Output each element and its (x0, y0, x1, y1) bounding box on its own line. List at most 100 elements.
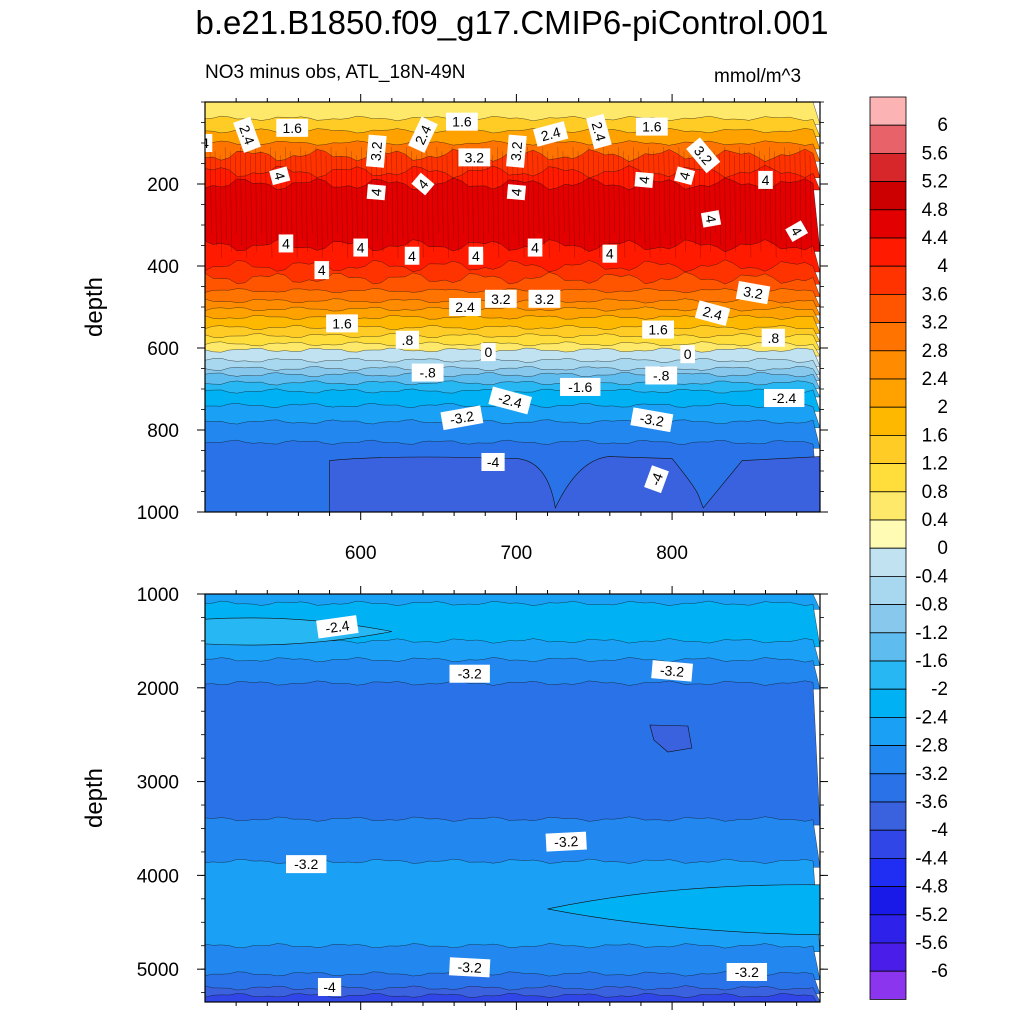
units-label: mmol/m^3 (714, 66, 802, 87)
upper-ytick-label-3: 800 (147, 421, 179, 442)
svg-text:-3.2: -3.2 (458, 666, 482, 682)
upper-texture-10 (260, 151, 263, 234)
svg-text:3.2: 3.2 (535, 291, 555, 307)
upper-texture-24 (330, 147, 333, 252)
upper-texture-42 (421, 147, 424, 258)
colorbar-label-4: 4.4 (922, 228, 949, 249)
upper-texture-106 (744, 151, 747, 246)
colorbar-box-24 (869, 773, 907, 803)
upper-texture-58 (502, 151, 505, 240)
lower-contour-label-1: -3.2 (449, 664, 490, 683)
colorbar-box-12 (869, 434, 907, 464)
upper-texture-59 (507, 155, 510, 252)
colorbar-box-29 (869, 914, 907, 944)
upper-texture-25 (335, 151, 338, 234)
upper-texture-0 (209, 147, 212, 234)
upper-texture-6 (240, 147, 242, 246)
upper-texture-91 (668, 151, 671, 246)
colorbar-label-9: 2.4 (922, 369, 949, 390)
lower-ytick-label-0: 1000 (137, 585, 179, 606)
upper-texture-74 (582, 155, 585, 252)
upper-texture-34 (381, 151, 384, 252)
svg-text:-.8: -.8 (419, 365, 436, 381)
upper-texture-94 (683, 151, 686, 252)
upper-texture-117 (799, 147, 802, 258)
svg-text:3.2: 3.2 (508, 141, 526, 162)
upper-texture-72 (572, 147, 575, 258)
upper-texture-43 (426, 151, 429, 240)
upper-contour-label-19: 4 (785, 220, 809, 242)
upper-contour-label-4: 2.4 (532, 121, 569, 147)
upper-texture-107 (749, 155, 752, 258)
svg-text:1.6: 1.6 (648, 322, 668, 338)
upper-texture-9 (255, 147, 258, 252)
upper-contour-label-33: 1.6 (326, 314, 358, 333)
colorbar-box-18 (869, 604, 907, 634)
upper-contour-label-20: 4 (205, 134, 213, 152)
upper-contour-label-1: 1.6 (276, 118, 309, 137)
upper-contour-label-38: 0 (680, 345, 695, 364)
upper-texture-112 (774, 151, 777, 258)
colorbar-box-14 (869, 491, 907, 521)
lower-contour-label-5: -3.2 (449, 957, 491, 978)
upper-contour-label-7: 3.2 (365, 134, 387, 168)
svg-text:0: 0 (484, 344, 492, 360)
colorbar-box-15 (869, 519, 907, 549)
svg-text:4: 4 (368, 187, 385, 196)
upper-contour-label-41: -1.6 (560, 377, 601, 396)
upper-texture-75 (587, 147, 590, 234)
upper-ytick-label-2: 600 (147, 339, 179, 360)
upper-contour-label-36: .8 (761, 328, 785, 347)
upper-contour-label-8: 3.2 (458, 148, 491, 167)
upper-texture-73 (577, 151, 580, 240)
svg-text:.8: .8 (767, 330, 779, 346)
colorbar-label-13: 0.8 (922, 482, 948, 503)
upper-texture-29 (356, 155, 358, 252)
upper-contour-label-47: -4 (644, 465, 669, 494)
upper-contour-label-37: 0 (481, 343, 496, 362)
upper-ytick-label-1: 400 (147, 257, 179, 278)
upper-texture-19 (305, 151, 308, 252)
upper-texture-103 (729, 151, 731, 240)
svg-text:4: 4 (318, 262, 326, 278)
upper-texture-70 (562, 151, 565, 234)
colorbar-box-20 (869, 660, 907, 690)
lower-ylabel: depth (81, 768, 108, 828)
lower-patch-2 (547, 884, 820, 936)
upper-contour-label-14: 4 (506, 184, 526, 201)
upper-texture-87 (648, 147, 651, 258)
upper-contour-label-12: 4 (366, 184, 386, 201)
svg-text:.8: .8 (402, 332, 414, 348)
upper-contour-label-46: -4 (481, 452, 505, 471)
upper-texture-37 (396, 151, 399, 258)
svg-text:-2.4: -2.4 (772, 390, 796, 406)
svg-text:-3.2: -3.2 (449, 408, 476, 428)
colorbar-label-27: -4.8 (915, 877, 948, 898)
colorbar-label-18: -1.2 (915, 623, 948, 644)
upper-contour-label-22: 4 (353, 238, 368, 257)
svg-text:1.6: 1.6 (452, 114, 472, 130)
upper-texture-5 (235, 155, 237, 234)
upper-texture-114 (784, 147, 787, 252)
upper-texture-104 (734, 155, 737, 252)
upper-contour-label-43: -2.4 (763, 389, 805, 408)
colorbar-box-31 (869, 970, 907, 1000)
svg-text:-3.2: -3.2 (735, 964, 759, 980)
upper-texture-71 (567, 155, 570, 246)
upper-texture-35 (386, 155, 389, 234)
upper-texture-93 (678, 147, 681, 240)
colorbar-label-7: 3.2 (922, 313, 948, 334)
upper-texture-115 (789, 151, 792, 234)
colorbar-label-8: 2.8 (922, 341, 948, 362)
upper-contour-label-24: 4 (468, 246, 484, 265)
svg-text:0: 0 (684, 346, 692, 362)
upper-texture-110 (764, 155, 767, 234)
upper-texture-109 (759, 151, 762, 252)
colorbar-box-23 (869, 745, 907, 775)
colorbar-box-4 (869, 209, 907, 239)
upper-contour-label-31: 2.4 (449, 298, 481, 316)
upper-ytick-label-0: 200 (147, 175, 179, 196)
xtick-label-2: 800 (656, 543, 688, 564)
upper-texture-79 (608, 151, 610, 252)
